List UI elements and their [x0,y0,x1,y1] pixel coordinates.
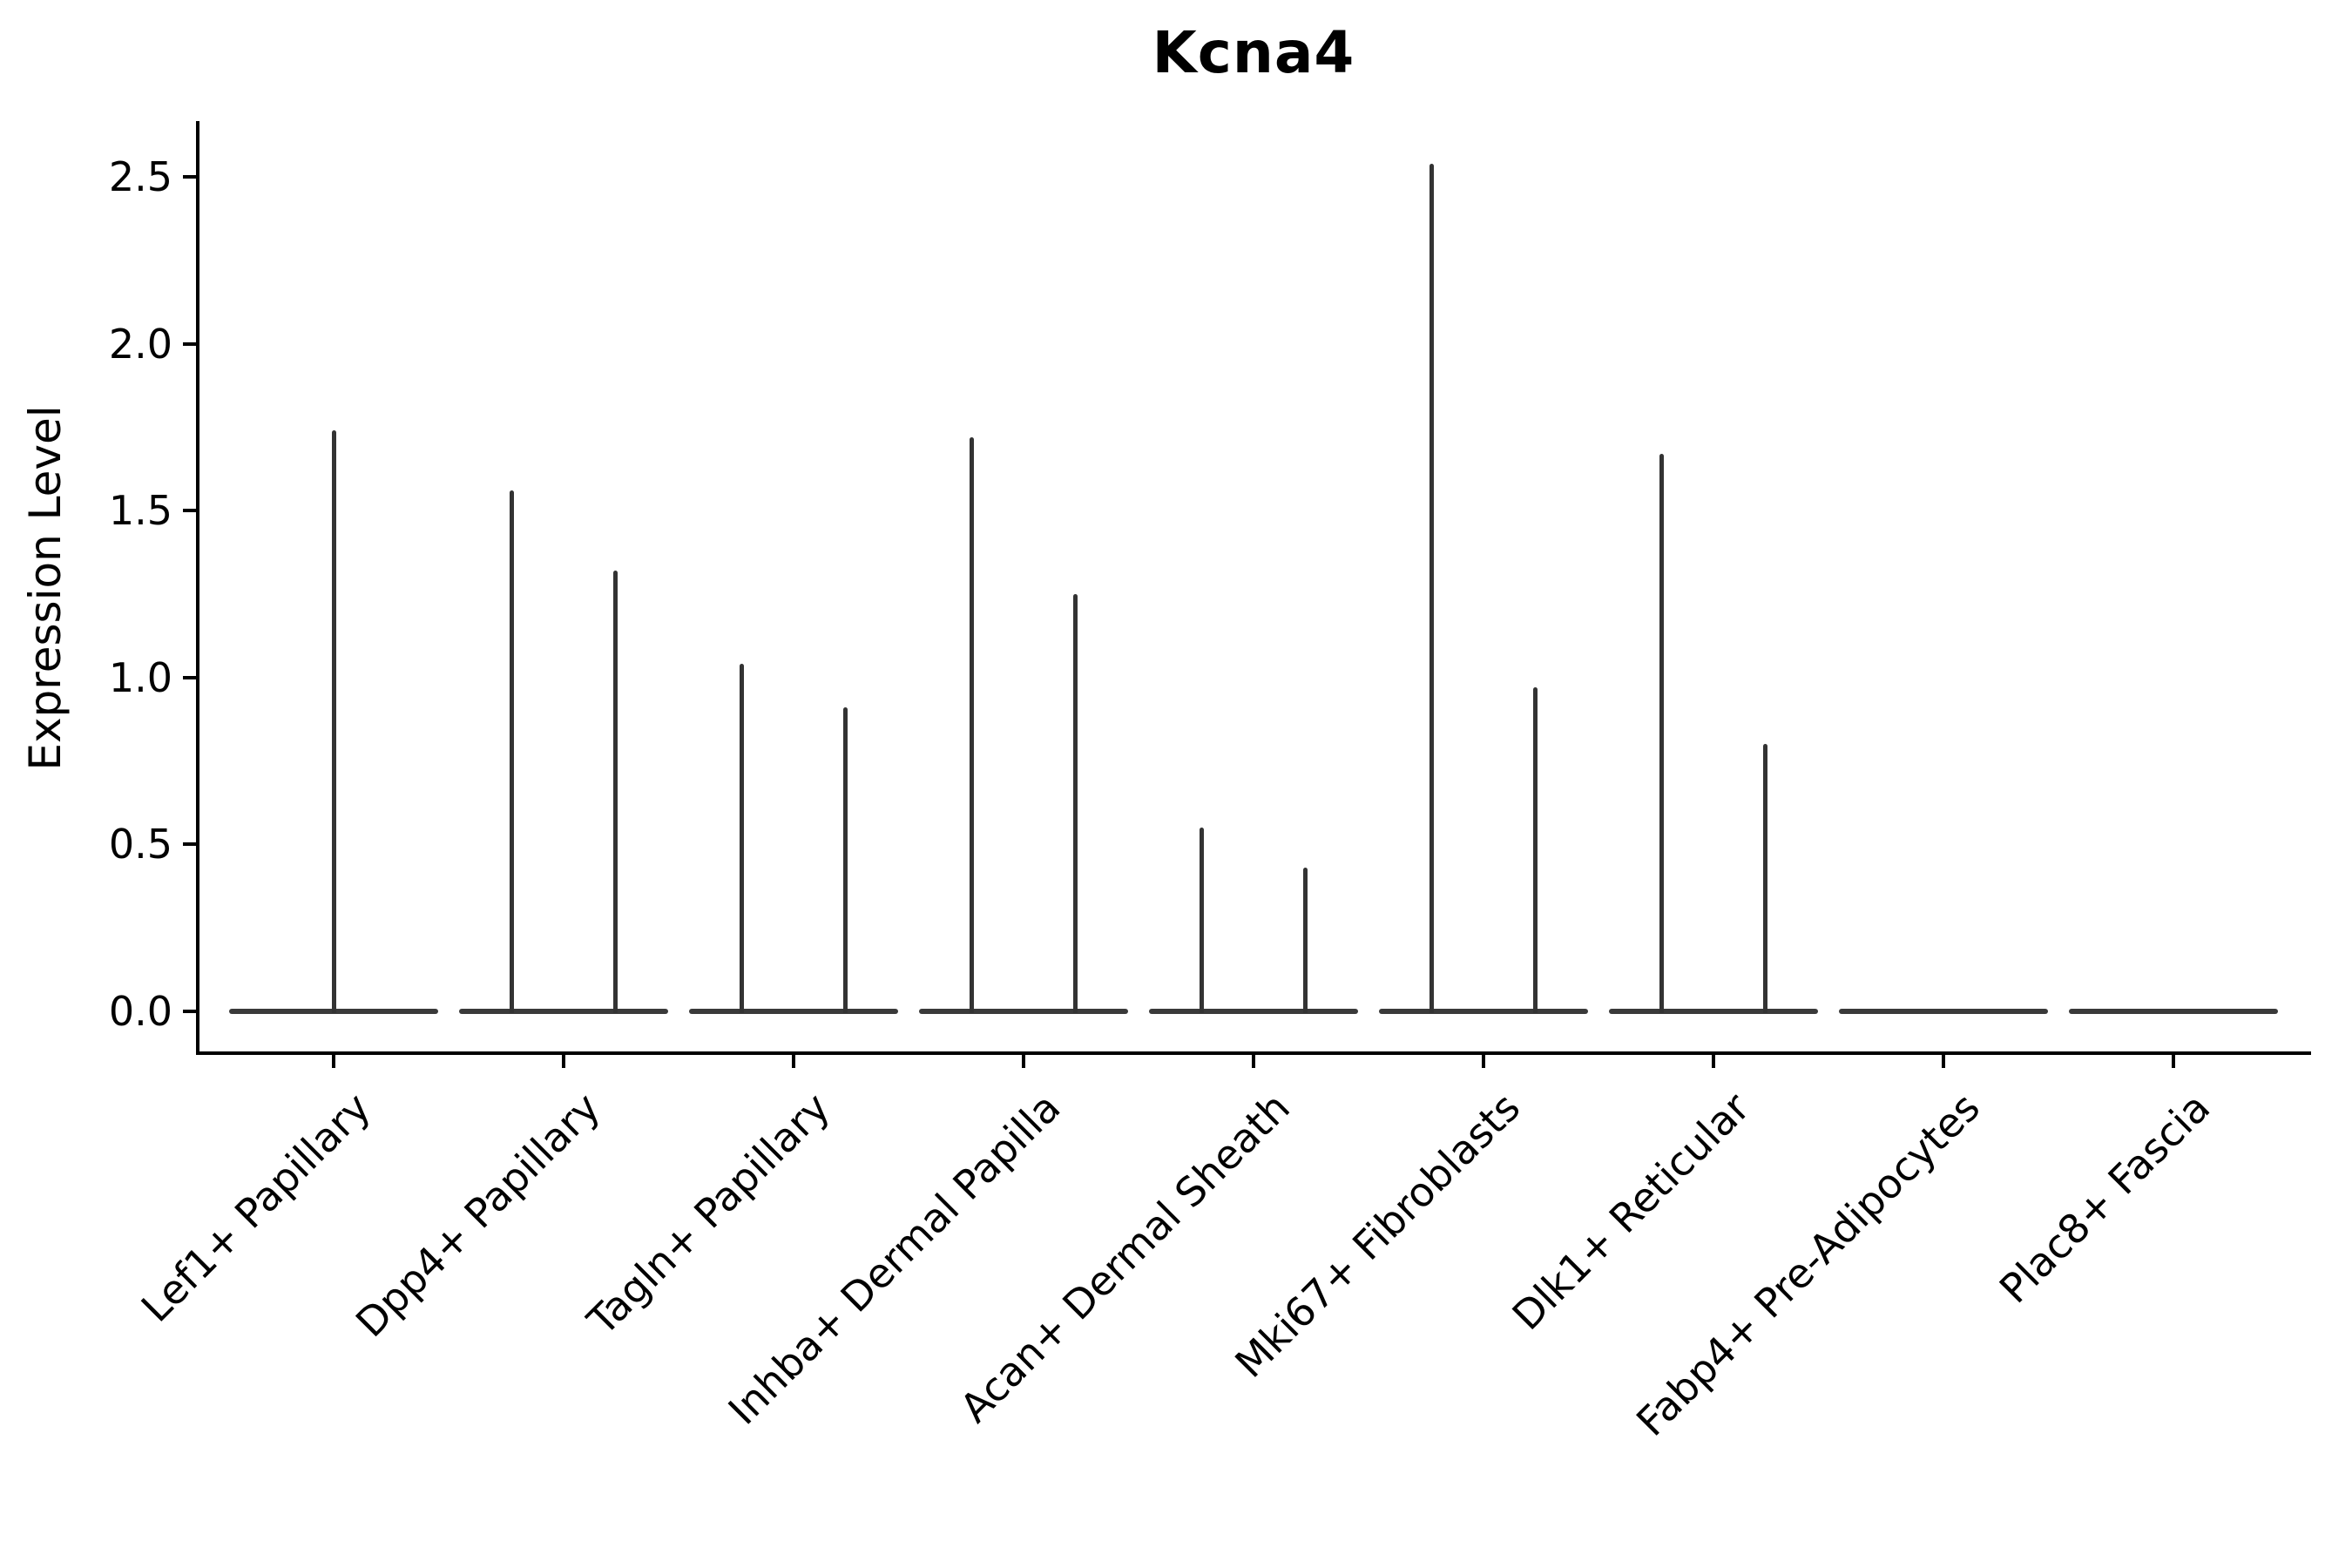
x-tick-label: Dpp4+ Papillary [346,1084,610,1347]
x-tick-label: Tagln+ Papillary [578,1084,840,1344]
y-tick-mark [183,675,196,679]
violin-base [919,1009,1128,1014]
violin-base [1609,1009,1818,1014]
x-tick-mark [792,1055,795,1068]
violin-base [1839,1009,2048,1014]
violin-spike [970,436,974,1013]
y-tick-label: 0.5 [108,821,172,868]
x-tick-mark [332,1055,335,1068]
violin-spike [1200,828,1204,1013]
y-tick-mark [183,341,196,346]
violin-spike [740,664,744,1013]
violin-spike [1073,594,1078,1013]
x-tick-mark [1942,1055,1945,1068]
violin-base [689,1009,898,1014]
y-tick-mark [183,175,196,179]
violin-spike [1659,454,1664,1013]
x-tick-mark [1482,1055,1485,1068]
y-tick-mark [183,1010,196,1013]
violin-spike [1303,868,1308,1013]
y-axis-label: Expression Level [20,405,71,771]
x-tick-label: Lef1+ Papillary [132,1084,380,1331]
x-axis-spine [196,1051,2311,1055]
violin-base [1379,1009,1588,1014]
y-tick-label: 1.5 [108,487,172,535]
y-tick-label: 1.0 [108,653,172,701]
y-tick-mark [183,509,196,513]
violin-base [1149,1009,1358,1014]
violin-spike [613,571,618,1013]
x-tick-mark [2172,1055,2175,1068]
violin-spike [1429,163,1434,1013]
x-tick-mark [1252,1055,1255,1068]
violin-spike [1763,744,1767,1013]
x-tick-mark [1022,1055,1025,1068]
y-tick-label: 0.0 [108,988,172,1035]
x-tick-label: Plac8+ Fascia [1990,1084,2220,1313]
violin-spike [843,707,848,1013]
x-tick-mark [562,1055,565,1068]
chart-title: Kcna4 [1152,19,1355,86]
y-axis-spine [196,121,199,1055]
y-tick-mark [183,842,196,847]
violin-spike [331,430,336,1013]
violin-spike [510,490,514,1013]
y-tick-label: 2.5 [108,153,172,200]
y-tick-label: 2.0 [108,320,172,368]
violin-base [2069,1009,2278,1014]
x-tick-label: Dlk1+ Reticular [1503,1084,1760,1340]
violin-spike [1533,687,1538,1013]
violin-base [459,1009,668,1014]
x-tick-mark [1712,1055,1715,1068]
